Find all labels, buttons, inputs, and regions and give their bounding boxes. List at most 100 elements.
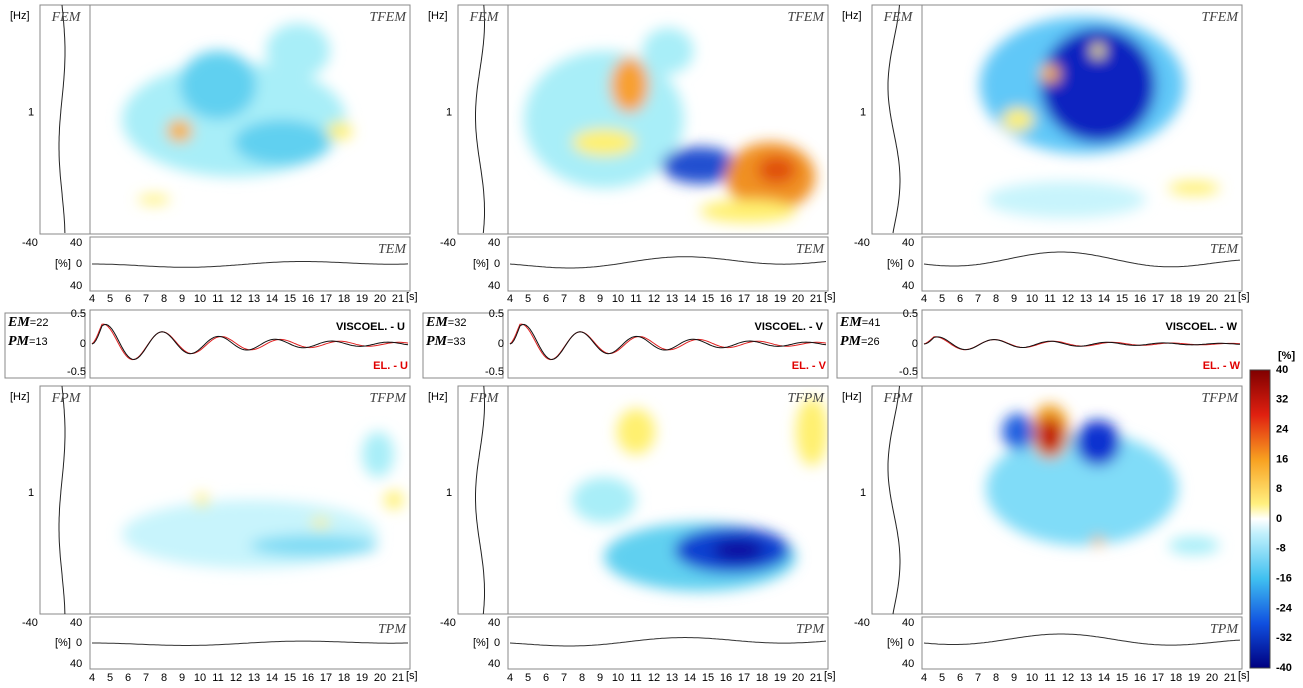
colorbar-tick: -16 bbox=[1276, 573, 1292, 585]
amp-frame bbox=[89, 236, 411, 292]
em-text: EM=22 bbox=[7, 315, 48, 330]
heat-region bbox=[1091, 43, 1105, 58]
amp-tick: 40 bbox=[70, 617, 82, 629]
strip-tick: -40 bbox=[440, 237, 456, 249]
heat-region bbox=[700, 199, 796, 223]
heat-region bbox=[1168, 181, 1220, 196]
time-tick: 14 bbox=[1098, 672, 1110, 684]
time-tick: 19 bbox=[1188, 672, 1200, 684]
time-tick: 17 bbox=[320, 672, 332, 684]
amp-curve bbox=[92, 640, 408, 646]
time-tick: 6 bbox=[125, 672, 131, 684]
panel-label: TFPM bbox=[369, 391, 407, 406]
em-pm-box bbox=[422, 312, 504, 379]
heatmap bbox=[572, 397, 828, 592]
pct-label: [%] bbox=[473, 258, 489, 270]
time-tick: 7 bbox=[143, 293, 149, 305]
heatmap bbox=[979, 16, 1220, 218]
time-tick: 10 bbox=[194, 293, 206, 305]
amp-tick: 0 bbox=[908, 637, 914, 649]
amp-tick: 0 bbox=[494, 258, 500, 270]
em-pm-box bbox=[836, 312, 918, 379]
time-tick: 14 bbox=[266, 293, 278, 305]
time-tick: 6 bbox=[957, 293, 963, 305]
amp-curve bbox=[923, 633, 1241, 646]
heatmap bbox=[122, 23, 353, 205]
time-tick: 12 bbox=[230, 293, 242, 305]
panel-label: TPM bbox=[1210, 622, 1239, 637]
time-tick: 9 bbox=[179, 293, 185, 305]
time-tick: 21 bbox=[1224, 672, 1236, 684]
time-tick: 18 bbox=[756, 672, 768, 684]
hz-label: [Hz] bbox=[842, 391, 862, 403]
time-tick: 5 bbox=[939, 293, 945, 305]
colorbar-tick: 24 bbox=[1276, 424, 1289, 436]
time-tick: 21 bbox=[810, 293, 822, 305]
pm-text: PM=26 bbox=[840, 334, 880, 349]
time-unit: [s] bbox=[1238, 670, 1250, 682]
viscoel-title: VISCOEL. - V bbox=[755, 321, 824, 333]
strip-label: FEM bbox=[883, 10, 914, 25]
amp-tick: 0 bbox=[908, 258, 914, 270]
time-tick: 20 bbox=[374, 293, 386, 305]
amp-frame bbox=[89, 616, 411, 670]
strip-tick: -40 bbox=[22, 617, 38, 629]
time-tick: 12 bbox=[648, 672, 660, 684]
colorbar-tick: -24 bbox=[1276, 602, 1293, 614]
time-tick: 19 bbox=[1188, 293, 1200, 305]
amp-tick: 40 bbox=[488, 237, 500, 249]
time-tick: 8 bbox=[161, 293, 167, 305]
amp-curve bbox=[509, 256, 827, 269]
time-tick: 13 bbox=[666, 672, 678, 684]
time-tick: 20 bbox=[792, 672, 804, 684]
time-tick: 4 bbox=[89, 293, 95, 305]
time-tick: 21 bbox=[392, 293, 404, 305]
pm-text: PM=33 bbox=[426, 334, 466, 349]
strip-tick: -40 bbox=[440, 617, 456, 629]
pm-name: PM bbox=[8, 334, 30, 349]
time-tick: 10 bbox=[1026, 293, 1038, 305]
heat-region bbox=[122, 500, 378, 569]
time-tick: 6 bbox=[125, 293, 131, 305]
viscoelastic-trace bbox=[91, 323, 409, 361]
hz-label: [Hz] bbox=[428, 391, 448, 403]
colorbar-unit: [%] bbox=[1278, 350, 1295, 362]
time-tick: 9 bbox=[597, 672, 603, 684]
pm-name: PM bbox=[426, 334, 448, 349]
amp-tick: 40 bbox=[488, 658, 500, 670]
amp-curve bbox=[92, 261, 409, 268]
heat-region bbox=[195, 493, 209, 507]
time-tick: 16 bbox=[720, 672, 732, 684]
time-tick: 11 bbox=[212, 672, 223, 684]
heat-region bbox=[310, 518, 330, 528]
colorbar-tick: 8 bbox=[1276, 483, 1282, 495]
seis-tick: 0 bbox=[80, 338, 86, 350]
time-tick: 10 bbox=[612, 672, 624, 684]
heat-region bbox=[572, 477, 636, 523]
time-tick: 13 bbox=[1080, 293, 1092, 305]
amp-tick: 0 bbox=[76, 637, 82, 649]
time-tick: 13 bbox=[666, 293, 678, 305]
time-tick: 18 bbox=[756, 293, 768, 305]
time-tick: 21 bbox=[1224, 293, 1236, 305]
time-tick: 16 bbox=[302, 293, 314, 305]
panel-label: TFEM bbox=[787, 10, 825, 25]
time-tick: 18 bbox=[338, 672, 350, 684]
time-tick: 12 bbox=[230, 672, 242, 684]
time-tick: 7 bbox=[975, 672, 981, 684]
heat-region bbox=[610, 57, 649, 113]
time-tick: 8 bbox=[993, 293, 999, 305]
time-tick: 19 bbox=[356, 672, 368, 684]
time-tick: 15 bbox=[284, 672, 296, 684]
viscoel-title: VISCOEL. - U bbox=[336, 321, 405, 333]
time-tick: 13 bbox=[248, 293, 260, 305]
strip-label: FPM bbox=[469, 391, 500, 406]
amp-tick: 0 bbox=[76, 258, 82, 270]
em-text: EM=32 bbox=[425, 315, 466, 330]
time-tick: 9 bbox=[1011, 293, 1017, 305]
amp-curve bbox=[923, 251, 1241, 268]
heat-region bbox=[572, 128, 636, 157]
time-tick: 8 bbox=[579, 293, 585, 305]
time-tick: 10 bbox=[194, 672, 206, 684]
heat-region bbox=[166, 119, 193, 143]
